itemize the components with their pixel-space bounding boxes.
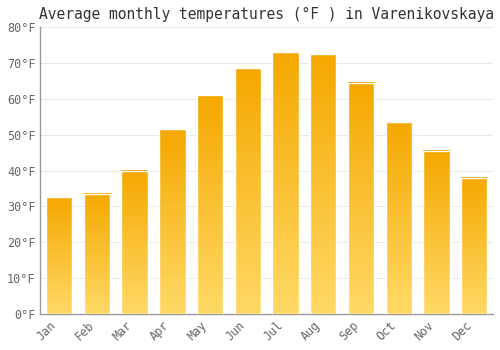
Bar [122, 170, 148, 314]
Bar [272, 52, 299, 314]
Bar [234, 69, 261, 314]
Bar [84, 194, 110, 314]
Bar [424, 151, 450, 314]
Bar [46, 197, 72, 314]
Bar [461, 178, 487, 314]
Title: Average monthly temperatures (°F ) in Varenikovskaya: Average monthly temperatures (°F ) in Va… [39, 7, 494, 22]
Bar [310, 54, 336, 314]
Bar [348, 83, 374, 314]
Bar [386, 122, 412, 314]
Bar [159, 130, 186, 314]
Bar [197, 95, 224, 314]
